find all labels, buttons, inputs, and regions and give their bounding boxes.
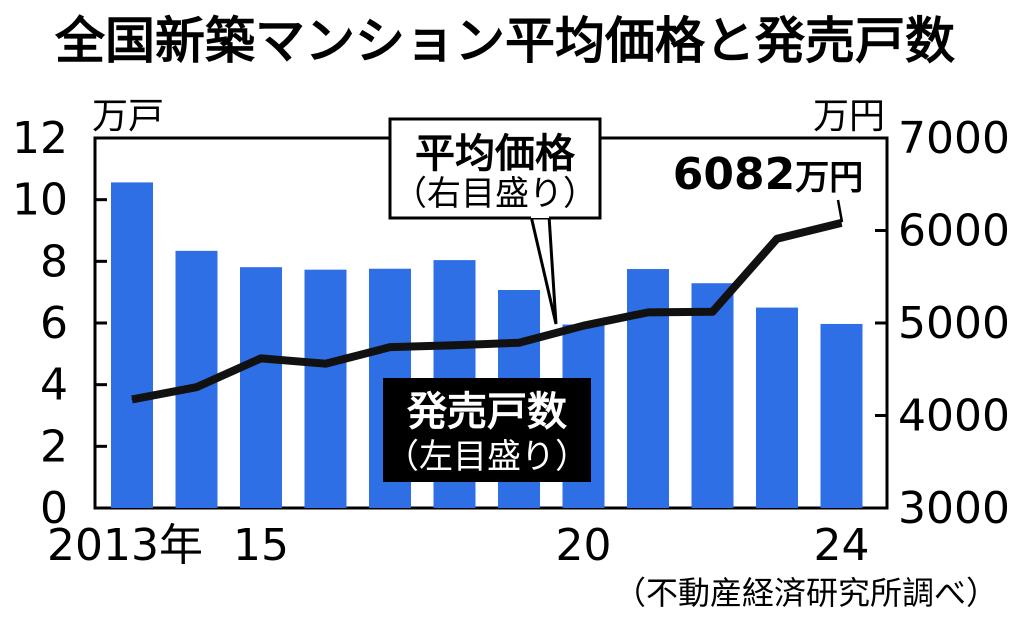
- price-point-2017: [389, 346, 391, 348]
- price-point-2022: [712, 311, 713, 313]
- x-tick-label: 20: [556, 520, 612, 571]
- bar-units-2016: [304, 269, 347, 508]
- price-line: [131, 219, 843, 404]
- y-right-tick-label: 3000: [898, 483, 1010, 534]
- price-legend-annotation: 平均価格 （右目盛り）: [388, 117, 602, 325]
- price-point-2021: [647, 311, 649, 313]
- source-note: （不動産経済研究所調べ）: [614, 574, 998, 612]
- x-tick-label: 24: [814, 520, 870, 571]
- chart-title: 全国新築マンション平均価格と発売戸数: [54, 12, 955, 70]
- price-point-2023: [776, 238, 778, 240]
- y-left-tick-label: 0: [40, 483, 68, 534]
- y-left-tick-label: 10: [12, 175, 68, 226]
- price-point-2014: [196, 386, 197, 388]
- peak-annotation: 6082万円: [664, 140, 872, 223]
- peak-leader: [836, 199, 844, 223]
- y-left-tick-label: 4: [40, 360, 68, 411]
- price-legend-pointer: [529, 215, 558, 325]
- y-left-tick-label: 12: [12, 113, 68, 164]
- price-point-2024: [841, 222, 842, 224]
- peak-label: 6082万円: [673, 149, 863, 200]
- price-legend-box: [388, 117, 602, 220]
- price-legend-title: 平均価格: [415, 131, 576, 177]
- y-left-tick-label: 2: [40, 421, 68, 472]
- peak-value: 6082: [673, 149, 795, 200]
- y-left-unit: 万戸: [92, 96, 164, 137]
- bar-units-2024: [820, 323, 863, 508]
- price-point-2016: [325, 363, 326, 365]
- bar-units-2023: [756, 307, 798, 508]
- peak-unit: 万円: [795, 158, 863, 198]
- y-left-tick-label: 8: [40, 236, 68, 287]
- units-legend-box: [383, 378, 591, 482]
- x-tick-label: 15: [233, 520, 289, 571]
- y-right-tick-label: 6000: [898, 206, 1010, 257]
- price-point-2018: [454, 344, 455, 346]
- price-point-2019: [518, 342, 520, 344]
- y-right-unit: 万円: [813, 96, 885, 137]
- price-legend-note: （右目盛り）: [393, 174, 597, 214]
- bar-units-2013: [111, 182, 153, 508]
- y-left-tick-label: 6: [40, 298, 68, 349]
- y-right-tick-label: 5000: [898, 298, 1010, 349]
- units-legend-annotation: 発売戸数 （左目盛り）: [383, 378, 591, 482]
- price-point-2013: [131, 398, 133, 400]
- x-tick-label: 2013年: [47, 520, 203, 571]
- bar-units-2021: [627, 269, 669, 508]
- price-point-2020: [583, 325, 584, 327]
- bar-units-2022: [691, 283, 734, 508]
- bar-units-2015: [240, 267, 282, 508]
- units-legend-title: 発売戸数: [407, 389, 567, 435]
- price-point-2015: [260, 357, 262, 359]
- y-right-tick-label: 7000: [898, 113, 1010, 164]
- units-legend-note: （左目盛り）: [385, 437, 589, 477]
- y-right-tick-label: 4000: [898, 391, 1010, 442]
